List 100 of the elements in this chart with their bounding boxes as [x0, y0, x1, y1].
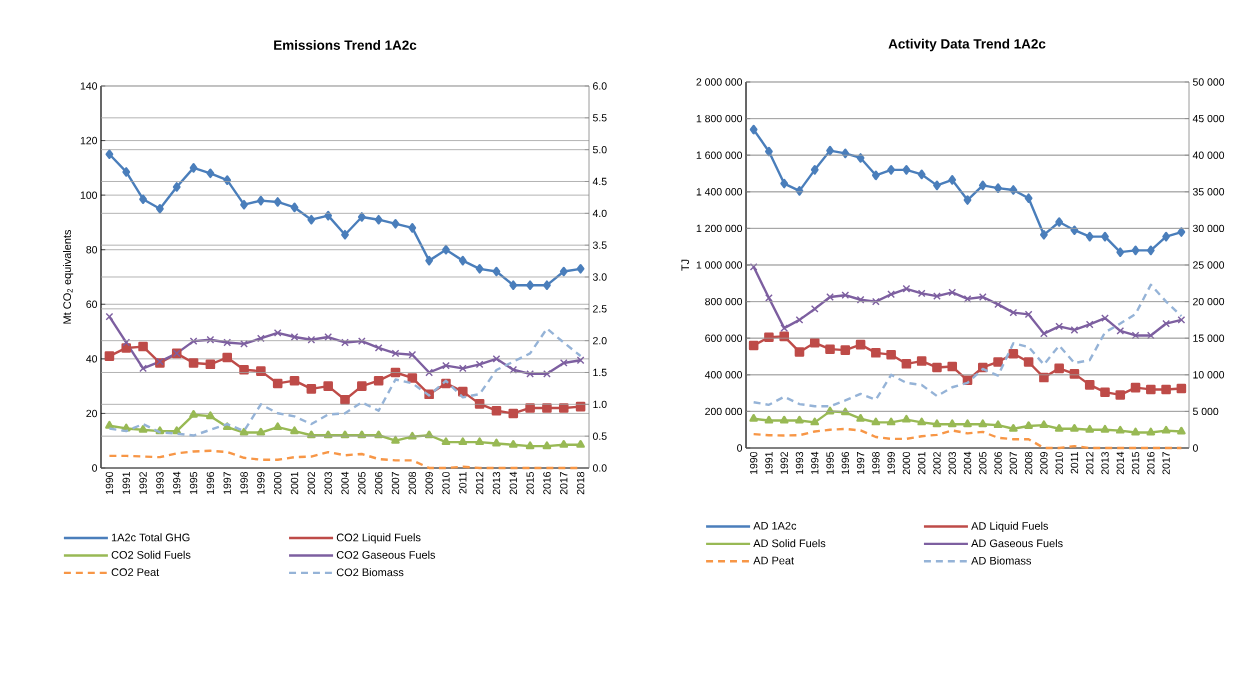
x-tick-label: 2008: [1024, 451, 1033, 475]
x-tick-label: 2002: [307, 472, 316, 495]
x-tick-label: 2016: [543, 471, 551, 495]
x-tick-label: 1995: [189, 471, 198, 494]
y-tick-label: 1 000 000: [696, 261, 743, 269]
x-tick-label: 1997: [856, 452, 865, 474]
y2-tick-label: 0.5: [592, 432, 607, 440]
y2-tick-label: 0.0: [592, 464, 607, 472]
y-axis-title: TJ: [681, 259, 690, 271]
y-tick-label: 1 400 000: [696, 188, 743, 196]
y2-tick-label: 15 000: [1193, 334, 1225, 342]
y-tick-label: 20: [86, 409, 98, 418]
y2-tick-label: 25 000: [1193, 261, 1225, 269]
x-tick-label: 2004: [963, 451, 972, 475]
x-tick-label: 1999: [257, 472, 265, 494]
x-tick-label: 2005: [358, 471, 366, 495]
x-tick-label: 1998: [872, 451, 880, 474]
x-tick-label: 2018: [576, 471, 585, 495]
y-tick-label: 140: [80, 82, 98, 90]
y-tick-label: 0: [737, 444, 743, 452]
x-tick-label: 2017: [1162, 452, 1170, 475]
x-tick-label: 1997: [223, 472, 231, 494]
x-tick-label: 2012: [1086, 452, 1094, 475]
y-tick-label: 600 000: [705, 334, 743, 342]
x-tick-label: 1990: [105, 471, 114, 494]
legend-label: CO2 Liquid Fuels: [336, 533, 421, 544]
y-tick-label: 0: [92, 464, 98, 472]
y-tick-label: 400 000: [704, 371, 743, 379]
x-tick-label: 2003: [324, 471, 332, 495]
x-tick-label: 2010: [442, 471, 450, 495]
y-tick-label: 60: [86, 300, 98, 308]
x-tick-label: 2003: [948, 451, 956, 475]
x-tick-label: 1995: [826, 451, 834, 474]
x-tick-label: 2014: [509, 471, 517, 495]
x-tick-label: 2006: [374, 471, 383, 495]
x-tick-label: 2005: [979, 451, 987, 475]
x-tick-label: 2013: [1101, 451, 1109, 475]
x-tick-label: 1999: [887, 452, 895, 474]
x-tick-label: 2012: [475, 472, 484, 495]
x-tick-label: 2002: [933, 452, 941, 475]
y2-tick-label: 1.0: [593, 400, 607, 409]
legend-label: CO2 Solid Fuels: [111, 550, 191, 559]
x-tick-label: 2001: [917, 452, 926, 475]
y2-tick-label: 30 000: [1192, 224, 1225, 233]
y-tick-label: 80: [86, 246, 98, 254]
x-tick-label: 2015: [526, 471, 534, 495]
legend-label: AD 1A2c: [753, 521, 797, 530]
x-tick-label: 1991: [765, 452, 773, 474]
x-tick-label: 2007: [1009, 452, 1018, 475]
x-tick-label: 2001: [290, 472, 299, 495]
y2-tick-label: 35 000: [1192, 188, 1225, 196]
y-tick-label: 100: [80, 191, 98, 199]
x-tick-label: 2000: [902, 451, 911, 475]
x-tick-label: 1994: [173, 471, 181, 494]
legend-label: AD Peat: [753, 556, 794, 565]
legend-label: AD Biomass: [971, 556, 1032, 565]
x-tick-label: 2011: [459, 472, 467, 494]
y-tick-label: 200 000: [705, 407, 743, 416]
legend-label: CO2 Biomass: [336, 568, 404, 577]
y2-tick-label: 0: [1192, 444, 1198, 452]
legend-label: AD Gaseous Fuels: [971, 539, 1063, 548]
x-tick-label: 2006: [994, 451, 1002, 475]
x-tick-label: 1992: [139, 472, 147, 494]
x-tick-label: 1990: [749, 451, 758, 474]
x-tick-label: 2009: [425, 472, 433, 495]
chart-title: Emissions Trend 1A2c: [274, 40, 417, 50]
legend-label: AD Solid Fuels: [753, 539, 826, 548]
x-tick-label: 1993: [795, 451, 804, 474]
legend-label: CO2 Peat: [111, 568, 160, 577]
legend-label: 1A2c Total GHG: [111, 533, 190, 542]
y2-tick-label: 3.5: [592, 241, 607, 249]
x-tick-label: 2007: [391, 472, 400, 495]
x-tick-label: 2015: [1131, 451, 1140, 475]
x-tick-label: 2014: [1116, 451, 1124, 475]
y-tick-label: 1 600 000: [696, 151, 743, 159]
x-tick-label: 2000: [274, 471, 282, 495]
y2-tick-label: 2.0: [593, 336, 607, 345]
y2-tick-label: 5.5: [592, 114, 607, 122]
y2-tick-label: 20 000: [1193, 297, 1225, 306]
y2-tick-label: 3.0: [592, 273, 607, 281]
y2-tick-label: 50 000: [1192, 78, 1225, 86]
x-tick-label: 2004: [341, 471, 349, 495]
y-tick-label: 120: [80, 136, 98, 145]
x-tick-label: 1994: [811, 451, 819, 474]
x-tick-label: 2010: [1055, 451, 1063, 475]
y2-tick-label: 40 000: [1192, 151, 1225, 159]
x-tick-label: 2017: [560, 472, 568, 495]
x-tick-label: 1993: [156, 471, 164, 494]
x-tick-label: 1998: [240, 471, 248, 494]
y2-tick-label: 4.0: [592, 209, 607, 218]
y-tick-label: 2 000 000: [696, 78, 743, 86]
y-tick-label: 40: [86, 355, 98, 363]
y2-tick-label: 4.5: [592, 177, 607, 186]
x-tick-label: 1991: [122, 472, 130, 494]
legend-label: CO2 Gaseous Fuels: [336, 550, 436, 559]
y-tick-label: 1 800 000: [696, 114, 743, 123]
y2-tick-label: 5 000: [1192, 407, 1219, 416]
x-tick-label: 2013: [492, 471, 501, 495]
y-tick-label: 800 000: [705, 297, 743, 306]
y-tick-label: 1 200 000: [696, 224, 743, 233]
